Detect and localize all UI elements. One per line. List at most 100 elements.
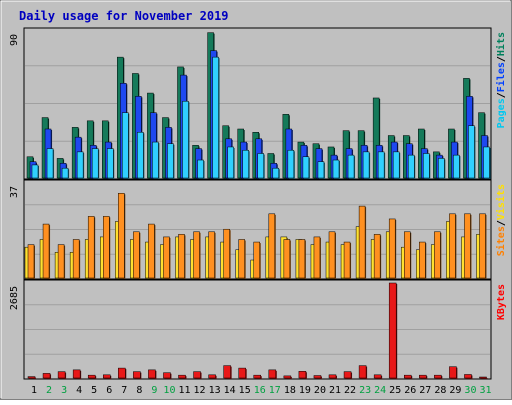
bar-pages-day-17 — [272, 167, 280, 179]
x-tick-label-day-13: 13 — [209, 385, 221, 396]
panel-hits-files-pages-max-label: 90 — [9, 34, 20, 46]
bar-kbytes-day-10 — [163, 372, 171, 379]
panel-visits-sites-max-label: 37 — [9, 186, 20, 198]
bar-sites-day-1 — [27, 244, 35, 279]
bar-kbytes-day-13 — [208, 374, 216, 379]
bar-kbytes-day-14 — [223, 365, 231, 379]
bar-sites-day-11 — [178, 234, 185, 279]
x-tick-label-day-17: 17 — [269, 385, 281, 396]
x-tick-label-day-30: 30 — [464, 385, 476, 396]
bar-shadow — [480, 378, 488, 379]
legend-separator: / — [496, 220, 507, 226]
bar-pages-day-16 — [257, 153, 264, 179]
bar-kbytes-day-27 — [419, 374, 427, 379]
bar-sites-day-20 — [313, 236, 321, 279]
x-tick-label-day-1: 1 — [31, 385, 37, 396]
bar-kbytes-day-3 — [57, 371, 66, 379]
x-tick-label-day-29: 29 — [449, 385, 461, 396]
legend-entry-kbytes: KBytes — [496, 284, 507, 320]
bar-kbytes-day-22 — [343, 371, 352, 379]
bar-pages-day-18 — [287, 149, 295, 179]
bar-kbytes-day-20 — [313, 375, 322, 379]
bar-kbytes-day-2 — [42, 373, 51, 379]
bar-pages-day-21 — [332, 159, 340, 179]
bar-pages-day-29 — [453, 154, 460, 179]
bar-kbytes-day-15 — [238, 367, 246, 379]
x-tick-label-day-25: 25 — [389, 385, 401, 396]
bar-kbytes-day-19 — [298, 371, 307, 379]
x-tick-label-day-10: 10 — [163, 385, 175, 396]
bar-pages-day-2 — [46, 148, 54, 179]
bar-pages-day-3 — [61, 167, 69, 179]
bar-shadow — [29, 377, 36, 379]
panel-kbytes-max-label: 2685 — [9, 286, 20, 310]
panel-visits-sites-legend: Sites/Visits — [495, 184, 507, 256]
bar-kbytes-day-11 — [178, 374, 186, 379]
x-tick-label-day-9: 9 — [151, 385, 157, 396]
x-tick-label-day-19: 19 — [299, 385, 311, 396]
x-tick-label-day-12: 12 — [194, 385, 206, 396]
bar-pages-day-14 — [227, 146, 234, 179]
x-tick-label-day-24: 24 — [374, 385, 386, 396]
bar-pages-day-8 — [137, 132, 144, 179]
x-tick-label-day-23: 23 — [359, 385, 371, 396]
bar-kbytes-day-4 — [72, 369, 81, 379]
bar-pages-day-19 — [302, 156, 310, 179]
bar-pages-day-26 — [408, 154, 415, 179]
bar-sites-day-26 — [404, 231, 411, 279]
bar-kbytes-day-8 — [133, 371, 141, 379]
x-tick-label-day-11: 11 — [178, 385, 190, 396]
chart-title: Daily usage for November 2019 — [19, 9, 229, 23]
bar-sites-day-19 — [298, 239, 306, 279]
x-tick-label-day-28: 28 — [434, 385, 446, 396]
legend-entry-pages: Pages — [496, 98, 507, 128]
x-tick-label-day-3: 3 — [61, 385, 67, 396]
bar-kbytes-day-23 — [358, 365, 367, 379]
bar-sites-day-24 — [373, 234, 381, 279]
x-tick-label-day-20: 20 — [314, 385, 326, 396]
x-tick-label-day-15: 15 — [239, 385, 251, 396]
bar-pages-day-25 — [392, 151, 400, 179]
bar-pages-day-1 — [31, 164, 39, 179]
bar-sites-day-9 — [148, 223, 155, 279]
bar-sites-day-31 — [479, 213, 486, 279]
bar-pages-day-15 — [242, 149, 249, 179]
legend-entry-files: Files — [495, 62, 507, 92]
bar-pages-day-30 — [468, 125, 475, 179]
legend-entry-hits: Hits — [495, 32, 507, 56]
bar-kbytes-day-16 — [253, 374, 261, 379]
panel-kbytes-legend: KBytes — [496, 284, 507, 320]
x-tick-label-day-5: 5 — [91, 385, 97, 396]
x-tick-label-day-14: 14 — [224, 385, 236, 396]
bar-sites-day-2 — [42, 223, 50, 279]
legend-entry-visits: Visits — [495, 184, 507, 220]
bar-pages-day-22 — [347, 154, 355, 179]
bar-sites-day-15 — [238, 239, 245, 279]
bar-kbytes-day-12 — [193, 371, 201, 379]
x-tick-label-day-4: 4 — [76, 385, 82, 396]
bar-pages-day-12 — [197, 159, 204, 179]
x-tick-label-day-8: 8 — [136, 385, 142, 396]
bar-sites-day-13 — [208, 231, 215, 279]
x-tick-label-day-22: 22 — [344, 385, 356, 396]
bar-sites-day-25 — [388, 218, 396, 279]
bar-pages-day-23 — [362, 151, 370, 179]
x-tick-label-day-16: 16 — [254, 385, 266, 396]
bar-sites-day-7 — [118, 193, 125, 279]
bar-sites-day-14 — [223, 228, 230, 279]
x-tick-label-day-7: 7 — [121, 385, 127, 396]
bar-pages-day-9 — [152, 141, 159, 179]
bar-pages-day-4 — [76, 151, 84, 179]
bar-sites-day-27 — [419, 241, 426, 279]
bar-kbytes-day-5 — [87, 374, 96, 379]
bar-sites-day-17 — [268, 213, 276, 279]
bar-sites-day-23 — [358, 205, 366, 279]
bar-kbytes-day-31 — [479, 376, 487, 379]
x-tick-label-day-18: 18 — [284, 385, 296, 396]
legend-separator: / — [496, 56, 507, 62]
bar-kbytes-day-9 — [148, 369, 156, 379]
x-tick-label-day-26: 26 — [404, 385, 416, 396]
bar-sites-day-16 — [253, 241, 260, 279]
